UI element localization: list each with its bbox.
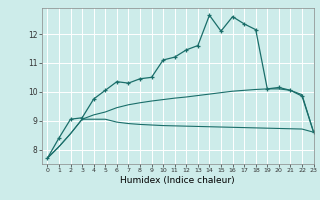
X-axis label: Humidex (Indice chaleur): Humidex (Indice chaleur) (120, 176, 235, 185)
